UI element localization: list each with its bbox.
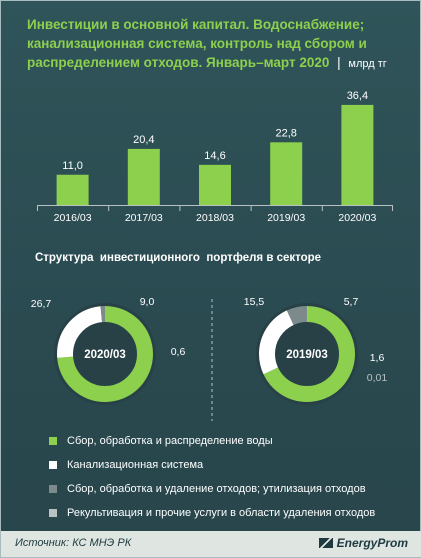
portfolio-structure-title: Структура инвестиционного портфеля в сек…: [35, 252, 321, 264]
title-separator: |: [337, 55, 341, 70]
donut-2019: 2019/03 15,5 5,7 1,6 0,01: [244, 296, 388, 405]
donut-value-label: 26,7: [31, 298, 52, 310]
bar-2016/03: [56, 174, 89, 205]
bar-2018/03: [199, 164, 231, 205]
bar-layer: 11,0 2016/03 20,4 2017/03 14,6 2018/03 22,8 201…: [37, 90, 393, 224]
legend-item-waste: Сбор, обработка и удаление отходов; утил…: [49, 477, 409, 501]
legend-swatch-lightgray: [49, 509, 57, 517]
donut-value-label: 1,6: [370, 352, 385, 364]
donut-value-label: 5,7: [344, 296, 359, 308]
bar-value-label: 20,4: [133, 134, 154, 146]
legend-item-sewage: Канализационная система: [49, 453, 409, 477]
x-tick-label: 2016/03: [54, 212, 92, 224]
source-text: Источник: КС МНЭ РК: [15, 537, 132, 549]
bar-value-label: 14,6: [204, 150, 225, 162]
donut-slice-3: [259, 306, 355, 402]
energyprom-logo-icon: [318, 538, 333, 548]
legend-label: Сбор, обработка и распределение воды: [67, 435, 273, 447]
chart-unit: млрд тг: [348, 58, 387, 70]
x-tick-label: 2020/03: [338, 212, 376, 224]
donut-slice-1: [57, 306, 153, 402]
legend: Сбор, обработка и распределение воды Кан…: [49, 429, 409, 525]
legend-item-water: Сбор, обработка и распределение воды: [49, 429, 409, 453]
bar-chart: 11,0 2016/03 20,4 2017/03 14,6 2018/03 22,8 201…: [37, 90, 393, 224]
bar-value-label: 11,0: [62, 160, 83, 172]
donut-value-label: 15,5: [244, 296, 265, 308]
bar-2019/03: [270, 142, 303, 205]
donut-center-label: 2020/03: [84, 349, 126, 361]
chart-title: Инвестиции в основной капитал. Водоснабж…: [27, 17, 367, 70]
brand-name: EnergyProm: [336, 536, 408, 550]
legend-label: Сбор, обработка и удаление отходов; утил…: [67, 483, 366, 495]
legend-item-recultivation: Рекультивация и прочие услуги в области …: [49, 501, 409, 525]
legend-swatch-white: [49, 461, 57, 469]
donut-value-label: 0,01: [367, 372, 388, 384]
legend-label: Канализационная система: [67, 459, 204, 471]
donut-value-label: 9,0: [140, 296, 155, 308]
bar-value-label: 22,8: [275, 127, 296, 139]
donut-charts: Структура инвестиционного портфеля в сек…: [31, 252, 388, 421]
legend-swatch-green: [49, 437, 57, 445]
chart-header: Инвестиции в основной капитал. Водоснабж…: [27, 15, 407, 74]
bar-value-label: 36,4: [347, 90, 368, 102]
donut-center-label: 2019/03: [286, 349, 328, 361]
footer: Источник: КС МНЭ РК EnergyProm: [1, 531, 421, 557]
x-tick-label: 2019/03: [267, 212, 305, 224]
bar-2017/03: [127, 148, 160, 205]
donut-slice-1: [259, 306, 355, 402]
bar-2020/03: [341, 104, 374, 205]
legend-label: Рекультивация и прочие услуги в области …: [67, 507, 376, 519]
legend-swatch-gray: [49, 485, 57, 493]
x-tick-label: 2018/03: [196, 212, 234, 224]
brand-logo: EnergyProm: [318, 536, 408, 550]
x-tick-label: 2017/03: [125, 212, 163, 224]
donut-slice-2: [57, 306, 153, 402]
donut-value-label: 0,6: [171, 346, 186, 358]
donut-2020: 2020/03 26,7 9,0 0,6: [31, 296, 186, 405]
